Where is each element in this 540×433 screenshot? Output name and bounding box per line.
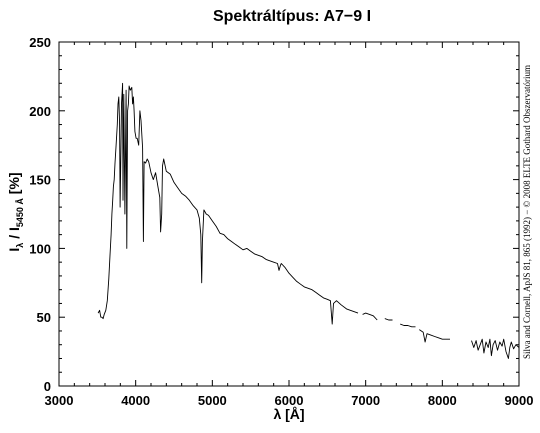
x-tick-label: 8000 (428, 393, 457, 408)
y-axis-label-mid: / I (6, 227, 22, 243)
y-axis-label-sub-ref: 5450 Å (15, 198, 25, 228)
spectrum-line-segment (471, 338, 520, 359)
spectrum-line-segment (419, 329, 450, 343)
x-tick-label: 3000 (45, 393, 74, 408)
x-tick-label: 7000 (351, 393, 380, 408)
y-axis-label: Iλ / I5450 Å [%] (6, 172, 25, 251)
x-tick-label: 5000 (198, 393, 227, 408)
y-tick-label: 150 (29, 173, 51, 188)
y-tick-label: 50 (37, 310, 51, 325)
spectrum-line-segment (97, 82, 359, 325)
spectrum-line-segment (384, 318, 393, 321)
credit-text: Silva and Cornell, ApJS 81, 865 (1992) −… (522, 65, 532, 359)
x-tick-label: 4000 (121, 393, 150, 408)
x-tick-label: 6000 (275, 393, 304, 408)
y-axis-label-main: I (6, 248, 22, 252)
y-tick-label: 250 (29, 35, 51, 50)
y-tick-label: 200 (29, 104, 51, 119)
y-axis-label-unit: [%] (6, 172, 22, 198)
x-axis-ticks: 3000 4000 5000 6000 7000 8000 9000 (45, 42, 534, 408)
x-tick-label: 9000 (505, 393, 534, 408)
series-layer (97, 82, 520, 359)
spectrum-line-segment (362, 312, 378, 321)
chart-title: Spektráltípus: A7−9 I (213, 8, 371, 25)
y-axis-ticks: 0 50 100 150 200 250 (29, 35, 519, 394)
y-tick-label: 100 (29, 241, 51, 256)
y-tick-label: 0 (44, 379, 51, 394)
plot-frame (58, 41, 520, 387)
y-axis-label-sub-lambda: λ (15, 243, 25, 248)
x-axis-label: λ [Å] (273, 406, 304, 422)
spectrum-line-segment (400, 323, 416, 328)
